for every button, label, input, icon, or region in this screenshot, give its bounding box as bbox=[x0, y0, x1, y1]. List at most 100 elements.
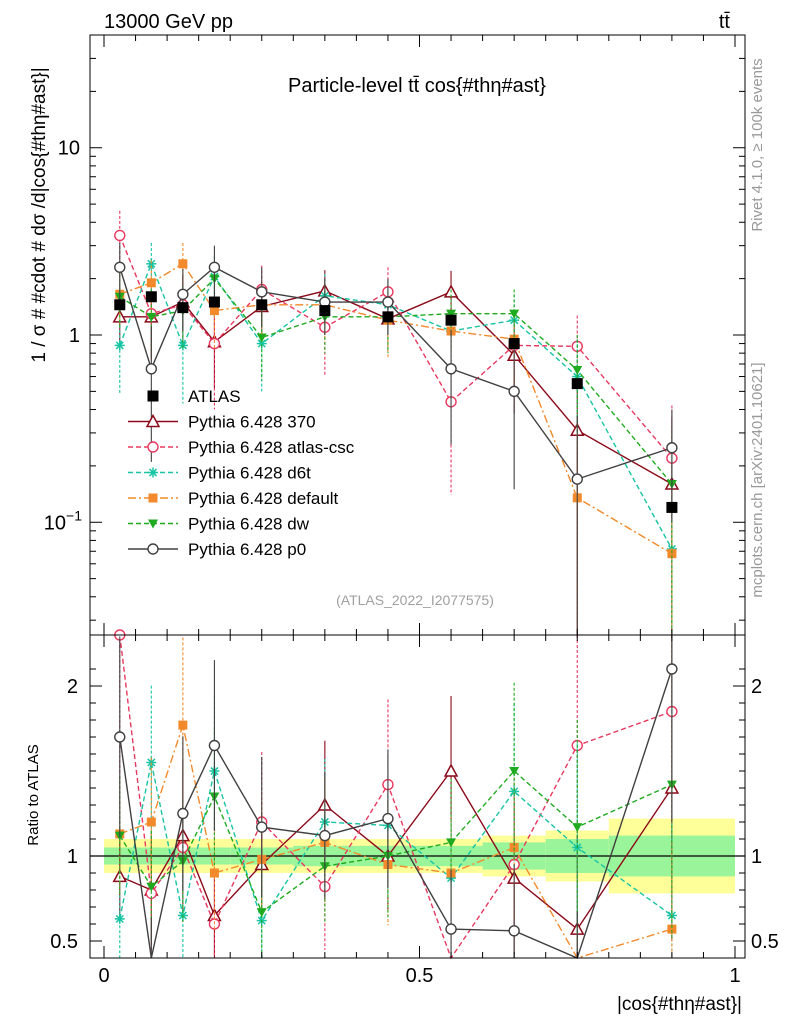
series-point-5 bbox=[177, 288, 189, 300]
main-series-layer bbox=[112, 210, 680, 635]
legend-label-3: Pythia 6.428 default bbox=[188, 489, 339, 508]
ratio-point-4 bbox=[146, 882, 157, 892]
ratio-panel-frame bbox=[89, 634, 746, 959]
legend-marker-2 bbox=[148, 468, 158, 477]
legend-label-1: Pythia 6.428 atlas-csc bbox=[188, 438, 355, 457]
analysis-id: (ATLAS_2022_I2077575) bbox=[336, 592, 494, 608]
atlas-data-point bbox=[571, 378, 583, 390]
atlas-data-point bbox=[319, 305, 331, 317]
x-tick-label: 0 bbox=[98, 965, 109, 987]
ratio-tick-label-right: 1 bbox=[751, 846, 762, 868]
ratio-point-5 bbox=[208, 739, 221, 752]
legend-marker-3 bbox=[148, 493, 158, 503]
x-axis-label: |cos{#thη#ast}| bbox=[617, 994, 742, 1015]
ratio-point-4 bbox=[256, 908, 267, 918]
atlas-data-point bbox=[508, 338, 520, 350]
series-line-3 bbox=[119, 262, 673, 555]
ratio-point-4 bbox=[509, 767, 520, 776]
ratio-point-2 bbox=[510, 787, 519, 796]
legend: ATLAS Pythia 6.428 370 Pythia 6.428 atlas-… bbox=[128, 387, 355, 559]
x-tick-label: 1 bbox=[729, 965, 740, 987]
ratio-point-5 bbox=[508, 925, 520, 937]
ratio-point-3 bbox=[509, 843, 519, 852]
legend-label-atlas: ATLAS bbox=[188, 387, 241, 406]
series-point-5 bbox=[256, 286, 268, 298]
series-point-2 bbox=[257, 339, 266, 348]
ratio-tick-label: 0.5 bbox=[50, 931, 78, 953]
ratio-point-0 bbox=[443, 763, 459, 777]
series-point-4 bbox=[509, 309, 520, 319]
series-point-3 bbox=[667, 549, 677, 559]
series-point-5 bbox=[382, 296, 394, 308]
rivet-label: Rivet 4.1.0, ≥ 100k events bbox=[749, 58, 766, 231]
series-point-5 bbox=[114, 261, 126, 273]
series-point-2 bbox=[147, 259, 156, 268]
y-tick-label: 1 bbox=[69, 325, 80, 347]
ratio-uncertainty-bands bbox=[90, 818, 745, 894]
ratio-point-4 bbox=[572, 823, 583, 833]
ratio-point-3 bbox=[209, 868, 219, 878]
legend-marker-atlas bbox=[147, 390, 159, 402]
series-point-1 bbox=[114, 229, 126, 242]
legend-label-5: Pythia 6.428 p0 bbox=[188, 540, 306, 559]
mcplots-label: mcplots.cern.ch [arXiv:2401.10621] bbox=[749, 362, 766, 597]
atlas-data-point bbox=[114, 299, 126, 311]
header-energy: 13000 GeV pp bbox=[104, 11, 233, 33]
y-tick-label: 10 bbox=[58, 138, 80, 160]
series-point-1 bbox=[208, 337, 221, 350]
series-point-4 bbox=[572, 366, 583, 376]
legend-label-0: Pythia 6.428 370 bbox=[188, 413, 316, 432]
ratio-point-5 bbox=[114, 731, 126, 743]
ratio-point-5 bbox=[256, 821, 268, 833]
legend-label-2: Pythia 6.428 d6t bbox=[188, 464, 311, 483]
ratio-tick-label-right: 2 bbox=[751, 676, 762, 698]
series-point-3 bbox=[209, 306, 219, 316]
ratio-point-3 bbox=[178, 720, 188, 730]
ratio-point-5 bbox=[666, 663, 678, 675]
ratio-line-1 bbox=[119, 634, 673, 960]
series-point-4 bbox=[256, 333, 267, 343]
ratio-point-4 bbox=[446, 838, 457, 848]
atlas-data-point bbox=[145, 291, 157, 303]
series-point-5 bbox=[208, 261, 221, 273]
ratio-point-5 bbox=[319, 829, 331, 842]
atlas-data-point bbox=[256, 299, 268, 311]
legend-marker-5 bbox=[147, 543, 159, 555]
series-point-2 bbox=[115, 341, 124, 350]
ratio-point-3 bbox=[667, 924, 677, 934]
legend-marker-0 bbox=[145, 413, 161, 428]
atlas-data-point bbox=[382, 311, 394, 323]
ratio-point-5 bbox=[382, 812, 394, 825]
x-tick-label: 0.5 bbox=[406, 965, 434, 987]
ratio-point-3 bbox=[146, 817, 156, 827]
atlas-data-point bbox=[177, 302, 189, 314]
ratio-point-2 bbox=[147, 758, 156, 767]
series-point-5 bbox=[571, 473, 583, 485]
legend-label-4: Pythia 6.428 dw bbox=[188, 515, 310, 534]
ratio-point-5 bbox=[445, 923, 457, 935]
series-point-5 bbox=[666, 442, 678, 454]
legend-marker-1 bbox=[147, 441, 159, 453]
legend-marker-4 bbox=[148, 519, 158, 529]
series-point-4 bbox=[446, 309, 457, 319]
ratio-line-5 bbox=[119, 668, 673, 959]
header-process: tt̄ bbox=[719, 11, 731, 33]
atlas-data-point bbox=[666, 501, 678, 513]
y-tick-label: 10−1 bbox=[44, 507, 82, 534]
ratio-point-2 bbox=[115, 914, 124, 923]
ratio-series-layer bbox=[112, 629, 680, 960]
ratio-axis-label: Ratio to ATLAS bbox=[25, 744, 42, 845]
ratio-point-5 bbox=[177, 807, 189, 820]
series-point-3 bbox=[178, 259, 188, 269]
series-point-3 bbox=[146, 278, 156, 288]
ratio-tick-label: 2 bbox=[67, 676, 78, 698]
series-point-4 bbox=[146, 312, 157, 322]
atlas-data-point bbox=[208, 296, 220, 308]
y-axis-label: 1 / σ # #cdot # dσ /d|cos{#thη#ast}| bbox=[29, 67, 50, 362]
series-point-5 bbox=[445, 363, 457, 375]
atlas-data-point bbox=[445, 314, 457, 326]
ratio-tick-label: 1 bbox=[67, 846, 78, 868]
axes-layer: 10−1 1 10 0 0.5 1 0.5 0.5 1 1 2 2 bbox=[44, 34, 779, 987]
ratio-tick-label-right: 0.5 bbox=[751, 931, 779, 953]
chart-title: Particle-level tt̄ cos{#thη#ast} bbox=[288, 75, 546, 97]
